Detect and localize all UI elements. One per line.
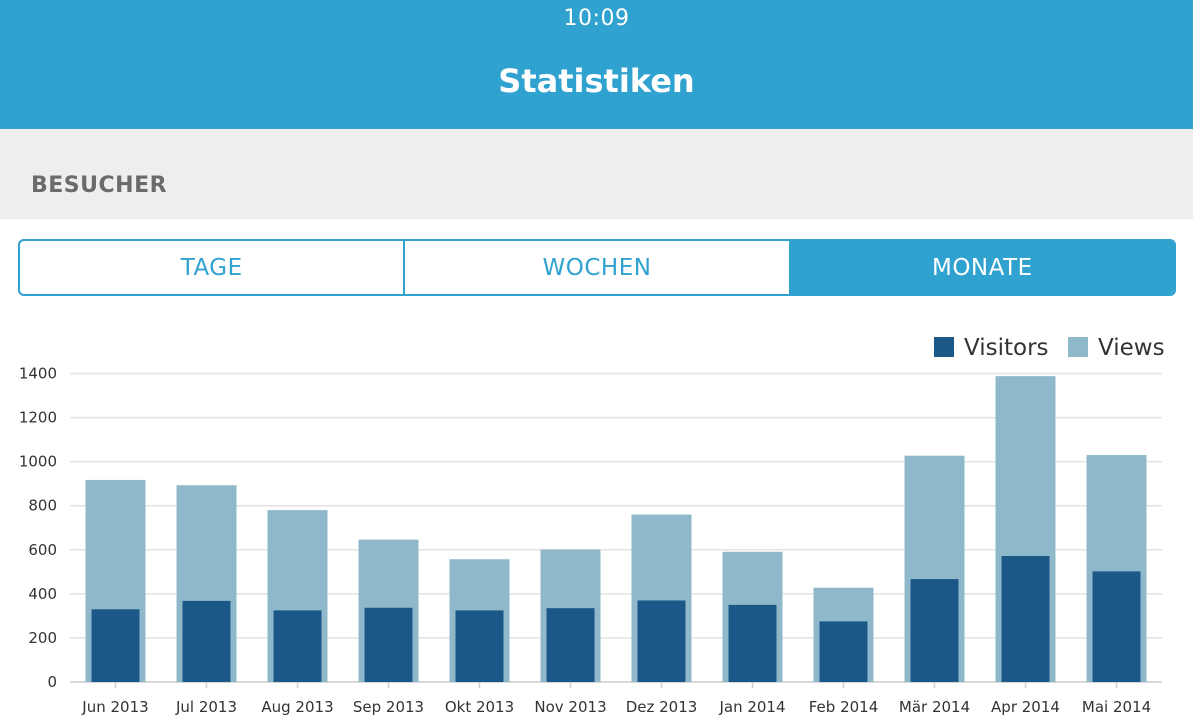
- y-tick-label: 1400: [19, 365, 57, 383]
- bar-visitors: [819, 621, 868, 682]
- section-header: BESUCHER: [0, 129, 1193, 219]
- bar-visitors: [1092, 571, 1141, 682]
- x-tick-label: Mai 2014: [1082, 698, 1151, 716]
- status-time: 10:09: [563, 6, 630, 31]
- x-tick-label: Jan 2014: [718, 698, 785, 716]
- x-tick-label: Sep 2013: [353, 698, 424, 716]
- page-title: Statistiken: [498, 62, 695, 100]
- y-tick-label: 400: [28, 585, 57, 603]
- x-tick-label: Nov 2013: [534, 698, 606, 716]
- x-tick-label: Jun 2013: [81, 698, 148, 716]
- x-tick-label: Jul 2013: [175, 698, 237, 716]
- y-tick-label: 600: [28, 541, 57, 559]
- bar-visitors: [182, 600, 231, 682]
- bar-visitors: [455, 610, 504, 682]
- bar-visitors: [910, 579, 959, 682]
- section-title: BESUCHER: [31, 173, 168, 198]
- bar-visitors: [1001, 555, 1050, 682]
- tab-tage[interactable]: TAGE: [20, 241, 406, 294]
- tab-monate[interactable]: MONATE: [790, 241, 1174, 294]
- x-tick-label: Okt 2013: [445, 698, 514, 716]
- bar-visitors: [637, 600, 686, 682]
- x-tick-label: Apr 2014: [991, 698, 1060, 716]
- y-tick-label: 0: [47, 673, 57, 691]
- legend-swatch-views: [1068, 337, 1088, 357]
- y-tick-label: 200: [28, 629, 57, 647]
- bar-visitors: [91, 609, 140, 682]
- y-tick-label: 1000: [19, 453, 57, 471]
- bar-visitors: [546, 608, 595, 682]
- x-tick-label: Mär 2014: [899, 698, 970, 716]
- tab-wochen[interactable]: WOCHEN: [405, 241, 791, 294]
- bar-visitors: [364, 607, 413, 682]
- bar-visitors: [728, 604, 777, 682]
- y-tick-label: 1200: [19, 409, 57, 427]
- x-tick-label: Dez 2013: [626, 698, 698, 716]
- legend-label-views: Views: [1098, 335, 1165, 361]
- y-tick-label: 800: [28, 497, 57, 515]
- legend-label-visitors: Visitors: [964, 335, 1049, 361]
- x-tick-label: Feb 2014: [809, 698, 879, 716]
- visitors-views-chart: 0 200 400 600 800 1000 1200 1400 Jun 2013 Jul 201…: [19, 335, 1165, 716]
- bar-visitors: [273, 610, 322, 682]
- x-tick-label: Aug 2013: [261, 698, 333, 716]
- legend-swatch-visitors: [934, 337, 954, 357]
- period-segmented-control: TAGE WOCHEN MONATE: [18, 239, 1176, 296]
- app-header: 10:09 Statistiken: [0, 0, 1193, 129]
